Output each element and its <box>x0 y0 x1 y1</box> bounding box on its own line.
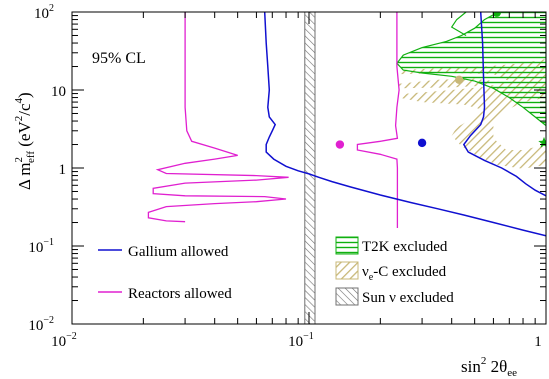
legend-nuec-label: νe-C excluded <box>362 264 447 283</box>
best-fit-point-0 <box>335 140 345 149</box>
y-tick-label: 1 <box>59 162 67 178</box>
x-axis-title: sin2 2θee <box>461 355 517 379</box>
best-fit-point-1 <box>417 138 427 148</box>
y-tick-label: 10−2 <box>28 315 54 334</box>
reactors-allowed-right-curve <box>356 12 400 228</box>
curves <box>147 12 546 237</box>
x-tick-label: 10−1 <box>288 331 314 350</box>
y-tick-label: 10−1 <box>28 237 54 256</box>
reactors-allowed-left-curve <box>147 12 289 223</box>
regions <box>304 12 546 324</box>
gallium-allowed-right-curve <box>462 12 546 197</box>
axis-ticks: 10−2 10−1 1 10−2 10−1 1 10 102 <box>28 3 547 350</box>
x-tick-label: 10−2 <box>51 331 77 350</box>
t2k-excluded-region <box>396 12 546 127</box>
y-axis-title: Δ m2eff (eV2/c4) <box>13 92 37 190</box>
legend-gallium-label: Gallium allowed <box>128 244 229 260</box>
y-tick-label: 10 <box>51 84 66 100</box>
legend-nuec-sub: e <box>369 272 374 283</box>
legend-reactors-label: Reactors allowed <box>128 286 232 302</box>
legend: Gallium allowed Reactors allowed T2K exc… <box>98 236 454 306</box>
cl-annotation: 95% CL <box>92 50 146 67</box>
legend-t2k-swatch <box>335 236 359 255</box>
legend-sun-label: Sun ν excluded <box>362 290 454 306</box>
legend-t2k-label: T2K excluded <box>362 239 448 255</box>
sun-excluded-band <box>304 12 316 324</box>
t2k-excluded-edge <box>450 12 467 37</box>
y-tick-label: 102 <box>34 3 54 22</box>
best-fit-point-3 <box>492 12 501 17</box>
legend-nuec-swatch <box>335 261 359 280</box>
legend-sun-swatch <box>335 287 359 306</box>
gallium-allowed-left-curve <box>263 12 546 237</box>
x-tick-label: 1 <box>534 334 542 350</box>
best-fit-point-2 <box>454 75 464 85</box>
